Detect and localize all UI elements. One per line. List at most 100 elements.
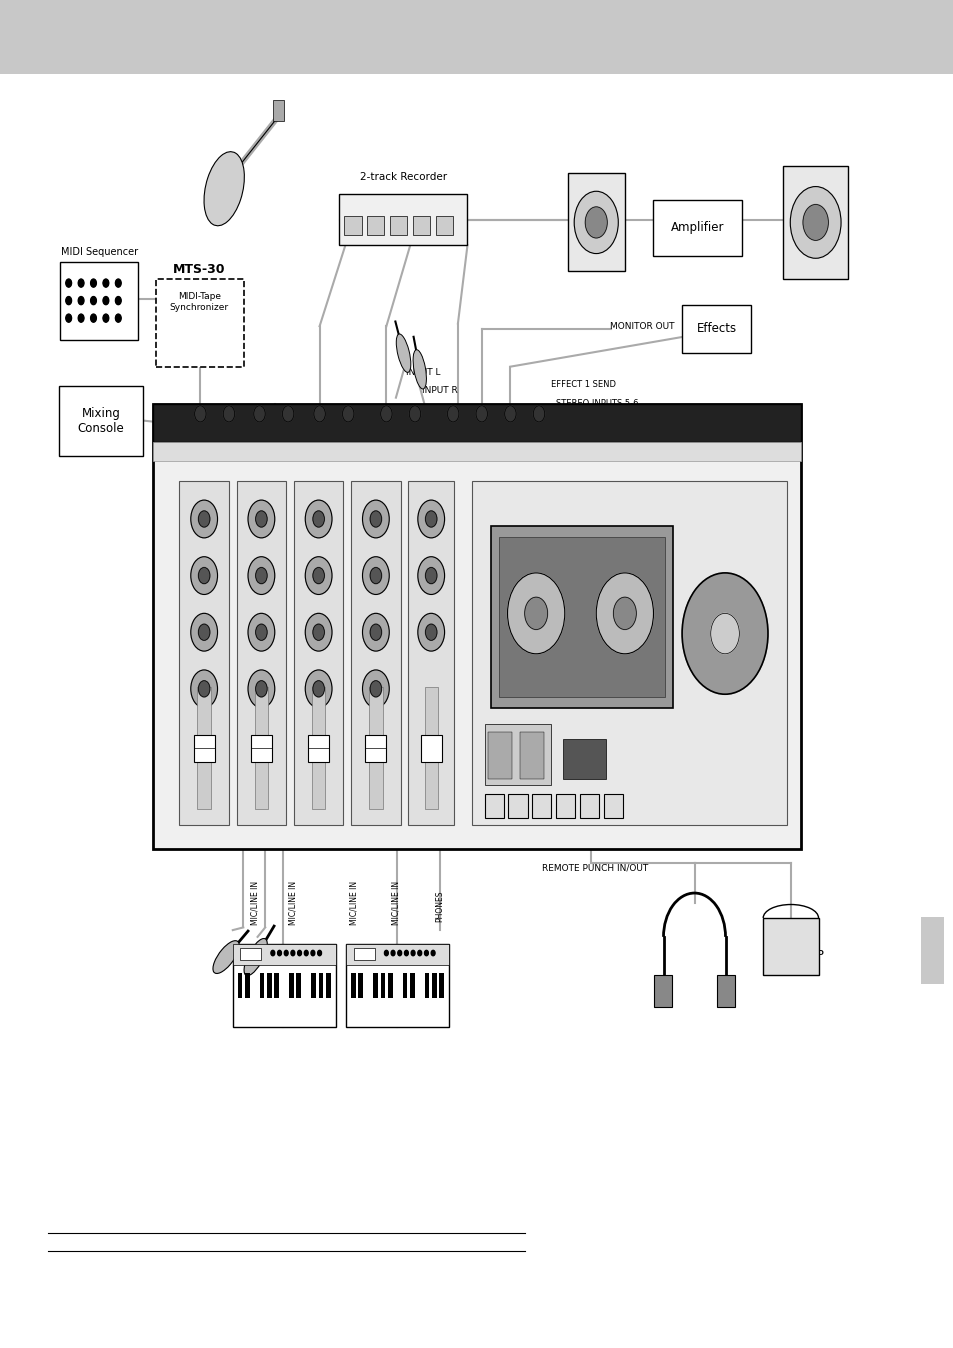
Text: Amplifier: Amplifier [670, 221, 723, 235]
Circle shape [476, 406, 487, 422]
Circle shape [425, 624, 436, 640]
Circle shape [91, 279, 96, 287]
Circle shape [115, 314, 121, 322]
Circle shape [425, 511, 436, 527]
Circle shape [291, 950, 294, 956]
Text: MIC/LINE IN: MIC/LINE IN [349, 882, 358, 925]
Circle shape [297, 950, 301, 956]
Text: MIC/LINE IN: MIC/LINE IN [288, 882, 297, 925]
Text: 2-track Recorder: 2-track Recorder [359, 171, 446, 182]
Bar [508, 794, 527, 818]
Bar [254, 687, 268, 809]
Bar [556, 794, 575, 818]
Circle shape [248, 670, 274, 708]
Bar [312, 687, 325, 809]
Text: SUB IN: SUB IN [212, 452, 242, 460]
Bar [346, 944, 449, 965]
Circle shape [524, 597, 547, 630]
Circle shape [78, 297, 84, 305]
Bar [259, 973, 264, 998]
Bar [152, 404, 801, 849]
Circle shape [191, 557, 217, 594]
Circle shape [255, 511, 267, 527]
Bar [152, 404, 801, 442]
Circle shape [103, 297, 109, 305]
Bar [579, 794, 598, 818]
Bar [603, 794, 622, 818]
Circle shape [78, 279, 84, 287]
Circle shape [271, 950, 274, 956]
Bar [439, 973, 444, 998]
Circle shape [313, 624, 324, 640]
Bar [152, 442, 801, 461]
Circle shape [533, 406, 544, 422]
Circle shape [397, 950, 401, 956]
Circle shape [66, 279, 71, 287]
Text: STEREO INPUTS 5-6: STEREO INPUTS 5-6 [556, 399, 638, 407]
Circle shape [313, 568, 324, 584]
Circle shape [507, 573, 564, 654]
Bar [390, 216, 407, 235]
Bar [318, 973, 323, 998]
Bar [289, 973, 294, 998]
Bar [562, 739, 605, 779]
Text: REMOTE PUNCH IN/OUT: REMOTE PUNCH IN/OUT [541, 864, 648, 872]
Ellipse shape [395, 334, 411, 372]
Bar [240, 948, 261, 960]
Circle shape [710, 613, 739, 654]
Circle shape [103, 279, 109, 287]
Circle shape [248, 613, 274, 651]
Bar [367, 216, 384, 235]
Ellipse shape [213, 941, 239, 973]
Circle shape [404, 950, 408, 956]
Circle shape [305, 500, 332, 538]
Bar [294, 481, 343, 825]
Circle shape [362, 500, 389, 538]
Circle shape [248, 557, 274, 594]
Circle shape [115, 297, 121, 305]
Bar [762, 918, 818, 975]
Bar [0, 0, 953, 74]
Bar [351, 481, 400, 825]
Bar [424, 687, 437, 809]
Circle shape [417, 950, 421, 956]
Bar [413, 216, 430, 235]
Circle shape [255, 568, 267, 584]
Bar [351, 973, 355, 998]
Text: MIC/LINE IN: MIC/LINE IN [250, 882, 259, 925]
Bar [60, 262, 138, 340]
Circle shape [574, 191, 618, 253]
Circle shape [417, 557, 444, 594]
Bar [491, 526, 672, 708]
Circle shape [255, 624, 267, 640]
Text: Effects: Effects [696, 322, 736, 336]
Circle shape [417, 500, 444, 538]
Circle shape [91, 297, 96, 305]
Circle shape [115, 279, 121, 287]
Circle shape [198, 568, 210, 584]
Bar [274, 973, 279, 998]
Text: INPUT L: INPUT L [406, 368, 440, 376]
Circle shape [78, 314, 84, 322]
Bar [296, 973, 301, 998]
Bar [920, 917, 943, 984]
Circle shape [305, 670, 332, 708]
Bar [567, 174, 624, 271]
Bar [717, 975, 734, 1007]
Circle shape [253, 406, 265, 422]
Bar [432, 973, 436, 998]
Circle shape [596, 573, 653, 654]
Circle shape [277, 950, 281, 956]
Bar [436, 216, 453, 235]
Bar [197, 687, 211, 809]
Ellipse shape [413, 349, 426, 390]
Bar [498, 537, 664, 697]
Text: MIC/LINE IN: MIC/LINE IN [391, 882, 400, 925]
Circle shape [284, 950, 288, 956]
Bar [179, 481, 229, 825]
Text: MIDI-Tape
Synchronizer: MIDI-Tape Synchronizer [170, 293, 229, 311]
Bar [308, 735, 329, 762]
Bar [354, 948, 375, 960]
Bar [267, 973, 272, 998]
Bar [233, 944, 335, 965]
